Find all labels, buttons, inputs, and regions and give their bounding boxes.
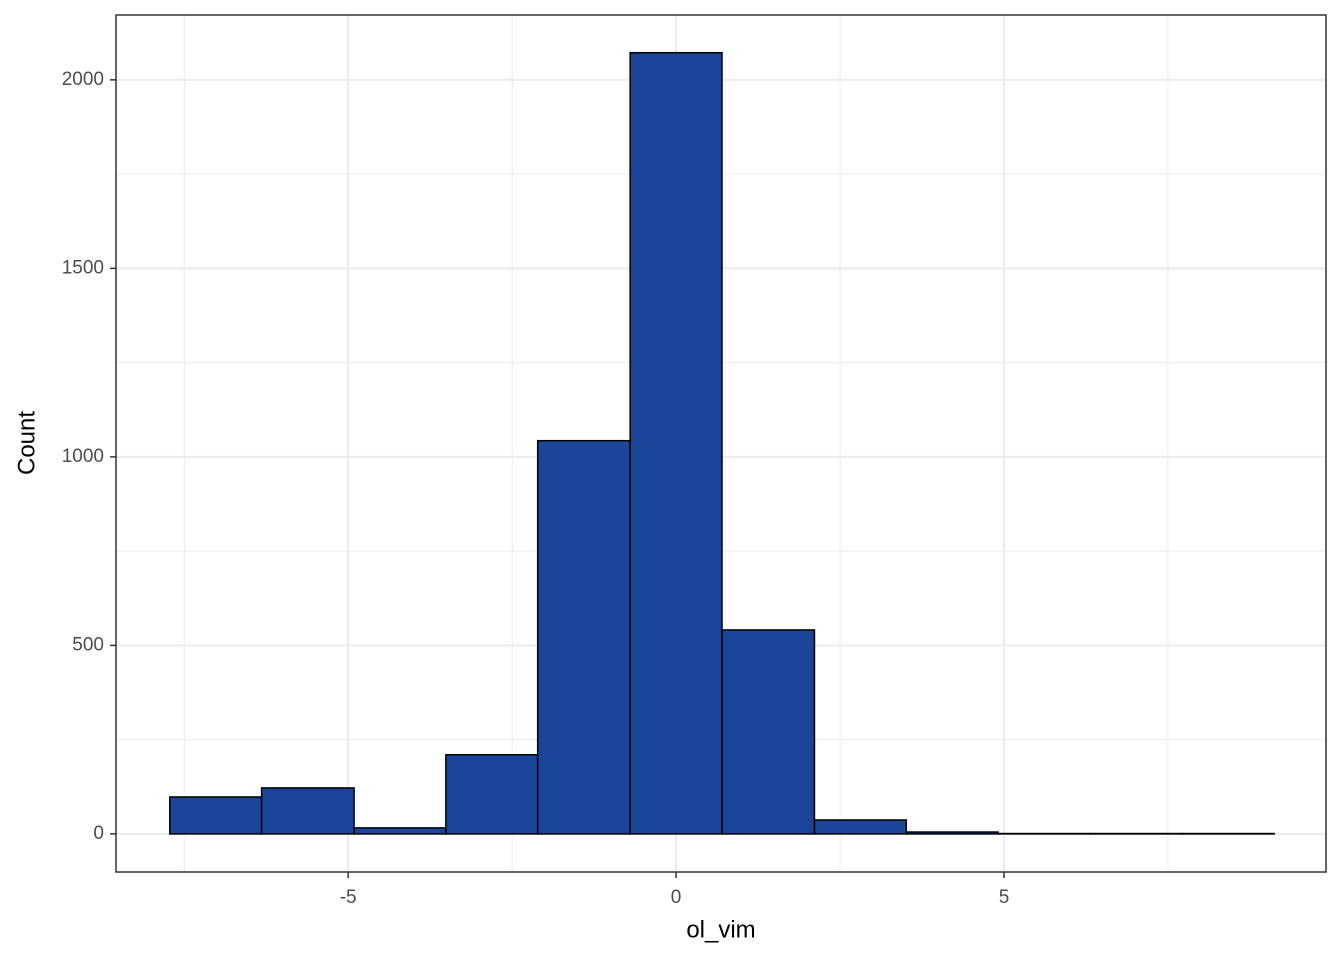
bar (260, 787, 355, 835)
y-axis-title: Count (13, 411, 40, 475)
x-tick-label: -5 (340, 887, 357, 908)
bar (905, 831, 999, 835)
bar (536, 439, 631, 835)
bar (629, 51, 723, 835)
bar (353, 827, 447, 835)
bar (813, 819, 908, 835)
x-tick-label: 5 (999, 887, 1010, 908)
panel-border (115, 14, 1327, 873)
bar (169, 796, 263, 835)
bar (721, 629, 816, 835)
y-tick-label: 1500 (62, 257, 104, 278)
x-axis-title: ol_vim (686, 916, 755, 943)
y-tick-label: 500 (72, 634, 104, 655)
x-tick-label: 0 (671, 887, 682, 908)
y-tick-label: 2000 (62, 69, 104, 90)
y-tick-label: 1000 (62, 446, 104, 467)
y-tick-label: 0 (93, 823, 104, 844)
bar (445, 753, 539, 835)
